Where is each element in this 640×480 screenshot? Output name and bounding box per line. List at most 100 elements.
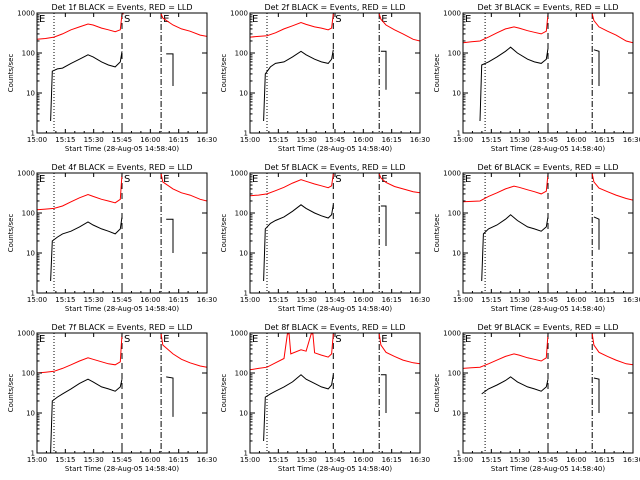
events-series-line bbox=[481, 376, 549, 395]
y-tick-label: 1000 bbox=[443, 170, 461, 178]
series-group bbox=[37, 13, 207, 122]
x-tick-label: 15:30 bbox=[297, 296, 317, 304]
x-tick-label: 16:15 bbox=[595, 456, 615, 464]
x-tick-label: 15:00 bbox=[27, 136, 47, 144]
marker-label-e: E bbox=[381, 174, 387, 185]
y-tick-label: 1 bbox=[457, 130, 461, 138]
events-series-line bbox=[481, 214, 549, 282]
x-tick-label: 16:00 bbox=[140, 136, 160, 144]
x-tick-label: 16:15 bbox=[382, 296, 402, 304]
x-tick-label: 15:15 bbox=[481, 136, 501, 144]
y-tick-label: 100 bbox=[448, 370, 461, 378]
chart-panel-5: Det 5f BLACK = Events, RED = LLD E S E 15:00… bbox=[220, 163, 430, 313]
chart-title: Det 3f BLACK = Events, RED = LLD bbox=[477, 3, 618, 12]
x-tick-label: 16:00 bbox=[566, 456, 586, 464]
marker-label-s: S bbox=[335, 334, 341, 345]
y-tick-label: 1000 bbox=[443, 330, 461, 338]
x-tick-label: 15:45 bbox=[325, 296, 345, 304]
marker-label-e: E bbox=[252, 334, 258, 345]
marker-label-e: E bbox=[163, 14, 169, 25]
marker-label-e: E bbox=[252, 14, 258, 25]
events-series-line bbox=[263, 204, 334, 282]
marker-label-e: E bbox=[252, 174, 258, 185]
chart-title: Det 1f BLACK = Events, RED = LLD bbox=[51, 3, 192, 12]
marker-label-e: E bbox=[39, 334, 45, 345]
series-group bbox=[37, 333, 207, 453]
chart-panel-6: Det 6f BLACK = Events, RED = LLD E 15:00 15… bbox=[433, 163, 640, 313]
y-axis-label: Counts/sec bbox=[220, 54, 228, 93]
y-tick-label: 10 bbox=[452, 410, 461, 418]
x-axis-label: Start Time (28-Aug-05 14:58:40) bbox=[65, 465, 179, 473]
y-tick-label: 100 bbox=[235, 210, 248, 218]
marker-label-e: E bbox=[163, 174, 169, 185]
lld-series-line bbox=[378, 173, 420, 194]
x-tick-label: 16:15 bbox=[382, 136, 402, 144]
x-tick-label: 16:15 bbox=[169, 456, 189, 464]
y-tick-label: 1 bbox=[244, 130, 248, 138]
chart-panel-9: Det 9f BLACK = Events, RED = LLD E 15:00 15… bbox=[433, 323, 640, 473]
y-tick-label: 100 bbox=[22, 210, 35, 218]
x-tick-label: 15:30 bbox=[84, 296, 104, 304]
x-axis-label: Start Time (28-Aug-05 14:58:40) bbox=[278, 145, 392, 153]
y-tick-label: 10 bbox=[239, 90, 248, 98]
lld-series-line bbox=[463, 333, 549, 369]
events-series-line bbox=[166, 376, 174, 417]
y-axis-label: Counts/sec bbox=[7, 54, 15, 93]
lld-series-line bbox=[37, 13, 124, 40]
x-tick-label: 15:15 bbox=[55, 136, 75, 144]
x-tick-label: 15:15 bbox=[268, 296, 288, 304]
x-tick-label: 16:15 bbox=[382, 456, 402, 464]
x-axis-label: Start Time (28-Aug-05 14:58:40) bbox=[65, 305, 179, 313]
lld-series-line bbox=[463, 173, 549, 203]
x-tick-label: 16:30 bbox=[623, 136, 640, 144]
lld-series-line bbox=[250, 13, 334, 38]
y-tick-label: 1 bbox=[244, 290, 248, 298]
x-tick-label: 16:30 bbox=[410, 296, 430, 304]
y-axis-label: Counts/sec bbox=[7, 374, 15, 413]
marker-label-e: E bbox=[465, 14, 471, 25]
lld-series-line bbox=[591, 173, 633, 201]
x-tick-label: 15:15 bbox=[55, 456, 75, 464]
x-tick-label: 15:30 bbox=[84, 136, 104, 144]
events-series-line bbox=[380, 374, 387, 413]
x-axis-label: Start Time (28-Aug-05 14:58:40) bbox=[491, 465, 605, 473]
x-tick-label: 15:30 bbox=[297, 136, 317, 144]
x-tick-label: 15:00 bbox=[240, 136, 260, 144]
events-series-line bbox=[166, 53, 174, 86]
x-axis-label: Start Time (28-Aug-05 14:58:40) bbox=[65, 145, 179, 153]
x-tick-label: 16:00 bbox=[566, 136, 586, 144]
y-axis-label: Counts/sec bbox=[220, 374, 228, 413]
x-tick-label: 15:00 bbox=[453, 296, 473, 304]
x-tick-label: 16:00 bbox=[140, 296, 160, 304]
x-tick-label: 16:30 bbox=[623, 456, 640, 464]
lld-series-line bbox=[378, 13, 420, 42]
x-tick-label: 16:15 bbox=[169, 136, 189, 144]
marker-label-e: E bbox=[163, 334, 169, 345]
x-tick-label: 15:15 bbox=[55, 296, 75, 304]
y-tick-label: 10 bbox=[239, 250, 248, 258]
y-tick-label: 100 bbox=[448, 50, 461, 58]
marker-label-s: S bbox=[335, 14, 341, 25]
series-group bbox=[37, 173, 207, 282]
chart-title: Det 4f BLACK = Events, RED = LLD bbox=[51, 163, 192, 172]
events-series-line bbox=[380, 50, 387, 90]
y-tick-label: 1 bbox=[31, 290, 35, 298]
y-tick-label: 1 bbox=[457, 290, 461, 298]
events-series-line bbox=[479, 46, 549, 122]
y-tick-label: 10 bbox=[26, 250, 35, 258]
plot-frame bbox=[249, 12, 421, 134]
y-tick-label: 10 bbox=[239, 410, 248, 418]
lld-series-line bbox=[160, 173, 207, 202]
marker-label-e: E bbox=[381, 14, 387, 25]
marker-label-s: S bbox=[124, 174, 130, 185]
lld-series-line bbox=[160, 333, 207, 368]
events-series-line bbox=[166, 218, 174, 253]
x-tick-label: 16:15 bbox=[595, 296, 615, 304]
marker-label-s: S bbox=[335, 174, 341, 185]
marker-label-e: E bbox=[39, 14, 45, 25]
x-tick-label: 15:45 bbox=[112, 136, 132, 144]
y-tick-label: 10 bbox=[26, 410, 35, 418]
y-tick-label: 100 bbox=[22, 50, 35, 58]
x-tick-label: 15:45 bbox=[112, 296, 132, 304]
